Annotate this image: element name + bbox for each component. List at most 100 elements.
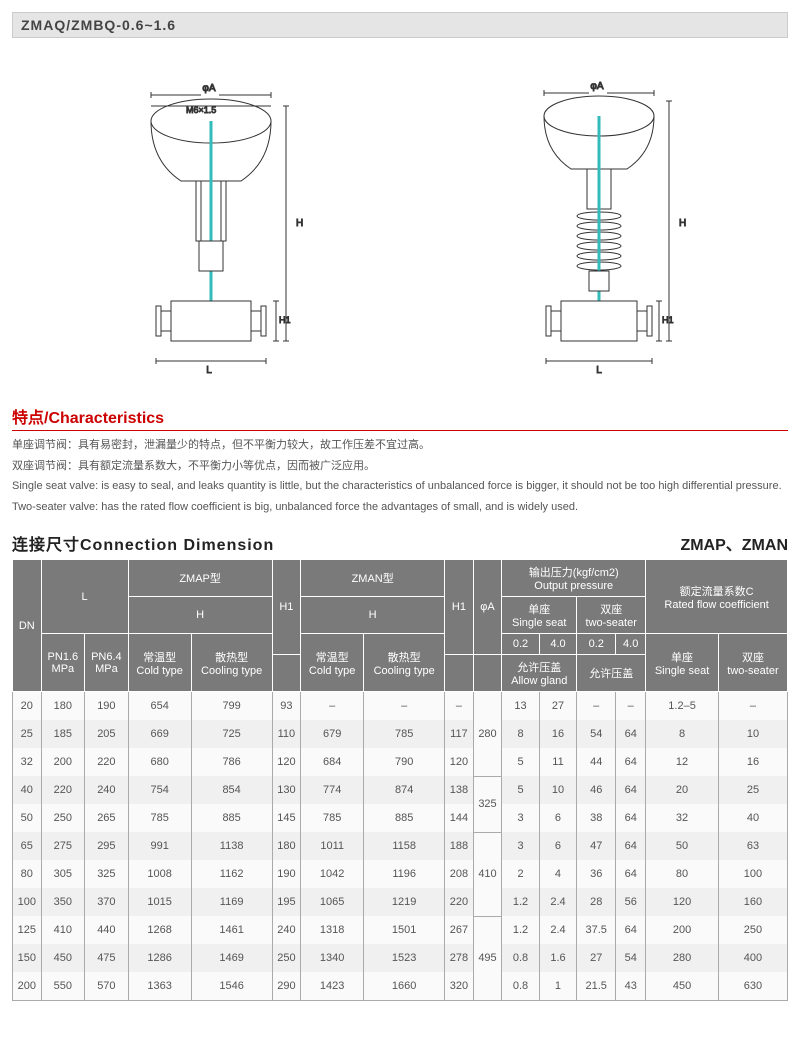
- cell: 785: [364, 720, 445, 748]
- cell: 1.2–5: [646, 692, 719, 721]
- cell: 120: [272, 748, 301, 776]
- th-h1a: H1: [272, 560, 301, 655]
- th-zmap: ZMAP型: [128, 560, 272, 597]
- cell: 145: [272, 804, 301, 832]
- cell: 785: [128, 804, 191, 832]
- cell: 220: [445, 888, 474, 916]
- cell: 1423: [301, 972, 364, 1001]
- cell: 240: [85, 776, 129, 804]
- cell: 785: [301, 804, 364, 832]
- th-40a: 4.0: [539, 634, 576, 655]
- cell: 185: [41, 720, 85, 748]
- th-40b: 4.0: [616, 634, 646, 655]
- table-row: 15045047512861469250134015232780.81.6275…: [13, 944, 788, 972]
- th-pn64: PN6.4 MPa: [85, 634, 129, 692]
- th-cool-zman: 散热型 Cooling type: [364, 634, 445, 692]
- th-H-zman: H: [301, 597, 445, 634]
- model-bar: ZMAQ/ZMBQ-0.6~1.6: [12, 12, 788, 38]
- char-line: 双座调节阀：具有额定流量系数大，不平衡力小等优点，因而被广泛应用。: [12, 458, 788, 475]
- cell: 267: [445, 916, 474, 944]
- cell: 450: [41, 944, 85, 972]
- th-pn16: PN1.6 MPa: [41, 634, 85, 692]
- cell: 1469: [191, 944, 272, 972]
- cell: 475: [85, 944, 129, 972]
- cell: 1158: [364, 832, 445, 860]
- cell: 150: [13, 944, 42, 972]
- cell: 93: [272, 692, 301, 721]
- th-cf-two: 双座 two-seater: [718, 634, 787, 692]
- cell: 774: [301, 776, 364, 804]
- diagrams-area: φA M6×1.5 H H1: [12, 38, 788, 404]
- cell: 100: [718, 860, 787, 888]
- cell: 54: [616, 944, 646, 972]
- cell: 5: [502, 748, 539, 776]
- cell: 550: [41, 972, 85, 1001]
- cell: 180: [41, 692, 85, 721]
- cell: 28: [577, 888, 616, 916]
- cell: 64: [616, 804, 646, 832]
- cell: –: [364, 692, 445, 721]
- cell: 725: [191, 720, 272, 748]
- th-h1b: H1: [445, 560, 474, 655]
- cell: 874: [364, 776, 445, 804]
- char-line: 单座调节阀：具有易密封，泄漏量少的特点，但不平衡力较大，故工作压差不宜过高。: [12, 437, 788, 454]
- diagram-right: φA H H1: [499, 61, 699, 384]
- cell: 190: [85, 692, 129, 721]
- cell: 64: [616, 832, 646, 860]
- cell: 130: [272, 776, 301, 804]
- cell: 37.5: [577, 916, 616, 944]
- cell: 25: [718, 776, 787, 804]
- th-cool-zmap: 散热型 Cooling type: [191, 634, 272, 692]
- th-allow1: 允许压盖 Allow gland: [502, 655, 577, 692]
- cell: 50: [646, 832, 719, 860]
- valve-diagram-2: φA H H1: [499, 61, 699, 381]
- cell: 32: [646, 804, 719, 832]
- svg-text:H: H: [296, 218, 303, 229]
- cell: 450: [646, 972, 719, 1001]
- cell: 1065: [301, 888, 364, 916]
- cell: –: [301, 692, 364, 721]
- cell: 1162: [191, 860, 272, 888]
- cell: 110: [272, 720, 301, 748]
- cell: 4: [539, 860, 576, 888]
- cell: 32: [13, 748, 42, 776]
- th-L: L: [41, 560, 128, 634]
- th-allow2: 允许压盖: [577, 655, 646, 692]
- cell: 5: [502, 776, 539, 804]
- th-outpress: 输出压力(kgf/cm2) Output pressure: [502, 560, 646, 597]
- cell: 208: [445, 860, 474, 888]
- cell: 25: [13, 720, 42, 748]
- cell: 38: [577, 804, 616, 832]
- cell: 679: [301, 720, 364, 748]
- cell: 290: [272, 972, 301, 1001]
- th-h1b-blank: [445, 655, 474, 692]
- th-ratedflow: 额定流量系数C Rated flow coefficient: [646, 560, 788, 634]
- cell: 0.8: [502, 944, 539, 972]
- cell: 250: [41, 804, 85, 832]
- cell: 200: [13, 972, 42, 1001]
- cell: 144: [445, 804, 474, 832]
- cell: 36: [577, 860, 616, 888]
- cell: 64: [616, 748, 646, 776]
- cell: 40: [13, 776, 42, 804]
- table-row: 8030532510081162190104211962082436648010…: [13, 860, 788, 888]
- cell: 40: [718, 804, 787, 832]
- cell: 64: [616, 860, 646, 888]
- cell: 2.4: [539, 916, 576, 944]
- table-row: 20055057013631546290142316603200.8121.54…: [13, 972, 788, 1001]
- cell: 278: [445, 944, 474, 972]
- cell: 3: [502, 832, 539, 860]
- cell: 885: [191, 804, 272, 832]
- cell: 190: [272, 860, 301, 888]
- cell: 669: [128, 720, 191, 748]
- cell: 1169: [191, 888, 272, 916]
- table-row: 251852056697251106797851178165464810: [13, 720, 788, 748]
- cell: 200: [646, 916, 719, 944]
- cell: 1219: [364, 888, 445, 916]
- cell: 1008: [128, 860, 191, 888]
- cell: 10: [539, 776, 576, 804]
- cell: 410: [41, 916, 85, 944]
- cell: 1461: [191, 916, 272, 944]
- cell: 63: [718, 832, 787, 860]
- cell: 8: [502, 720, 539, 748]
